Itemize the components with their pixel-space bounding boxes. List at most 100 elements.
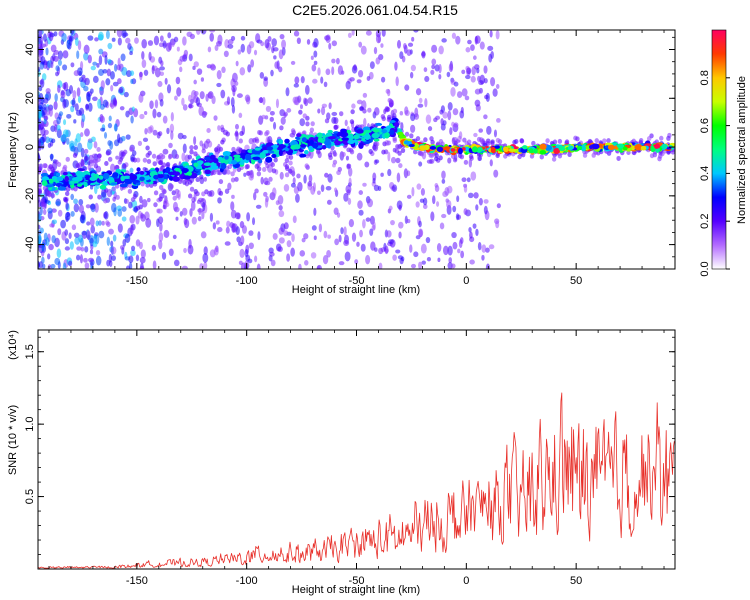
noise-blob xyxy=(447,110,452,121)
noise-blob xyxy=(62,262,67,269)
noise-blob xyxy=(331,116,337,124)
noise-blob xyxy=(51,208,57,213)
noise-blob xyxy=(177,132,184,140)
ridge-blob xyxy=(278,144,286,149)
noise-blob xyxy=(53,31,58,37)
halo-blob xyxy=(490,139,495,145)
ridge-blob xyxy=(398,135,407,139)
noise-blob xyxy=(205,93,209,102)
noise-blob xyxy=(446,71,451,78)
halo-blob xyxy=(552,139,558,145)
halo-blob xyxy=(284,158,290,164)
halo-blob xyxy=(165,161,171,167)
ridge-blob xyxy=(558,146,566,152)
ridge-blob xyxy=(373,129,380,133)
noise-blob xyxy=(163,229,170,238)
noise-blob xyxy=(105,30,110,40)
noise-blob xyxy=(337,65,344,76)
noise-blob xyxy=(460,250,465,259)
noise-blob xyxy=(364,161,370,168)
noise-blob xyxy=(138,93,144,103)
noise-blob xyxy=(424,75,430,82)
noise-blob xyxy=(203,246,208,255)
noise-blob xyxy=(45,237,50,247)
noise-blob xyxy=(111,37,116,42)
noise-blob xyxy=(449,127,453,136)
noise-blob xyxy=(50,263,56,269)
noise-blob xyxy=(162,115,168,124)
halo-blob xyxy=(594,138,599,144)
halo-blob xyxy=(158,153,164,159)
colorbar-gradient xyxy=(711,29,727,270)
noise-blob xyxy=(239,248,245,258)
noise-blob xyxy=(418,161,423,167)
noise-blob xyxy=(279,33,285,40)
halo-blob xyxy=(153,202,158,208)
halo-blob xyxy=(256,166,262,172)
halo-blob xyxy=(409,133,414,139)
halo-blob xyxy=(564,139,570,145)
noise-blob xyxy=(270,69,274,77)
noise-blob xyxy=(176,46,180,52)
noise-blob xyxy=(451,32,457,39)
halo-blob xyxy=(265,129,270,135)
halo-blob xyxy=(124,198,129,204)
noise-blob xyxy=(112,81,119,87)
noise-blob xyxy=(103,211,109,220)
noise-blob xyxy=(431,64,436,70)
noise-blob xyxy=(87,257,94,263)
noise-blob xyxy=(110,71,115,80)
ridge-blob xyxy=(265,156,273,163)
noise-blob xyxy=(269,251,275,257)
noise-blob xyxy=(363,117,367,128)
noise-blob xyxy=(95,220,99,227)
noise-blob xyxy=(102,69,108,74)
ridge-blob xyxy=(230,160,238,165)
ridge-blob xyxy=(576,145,583,151)
noise-blob xyxy=(85,204,91,209)
halo-blob xyxy=(93,163,99,169)
noise-blob xyxy=(425,237,431,244)
noise-blob xyxy=(372,172,377,181)
noise-blob xyxy=(224,188,230,194)
noise-blob xyxy=(430,211,435,222)
noise-blob xyxy=(227,39,234,45)
noise-blob xyxy=(269,110,275,116)
ridge-blob xyxy=(108,177,115,182)
noise-blob xyxy=(120,53,126,62)
noise-blob xyxy=(360,243,366,252)
noise-blob xyxy=(348,167,353,177)
halo-blob xyxy=(337,166,343,172)
ridge-blob xyxy=(83,181,88,188)
ridge-blob xyxy=(327,136,336,140)
noise-blob xyxy=(317,67,321,76)
noise-blob xyxy=(304,260,309,266)
noise-blob xyxy=(117,37,122,46)
chart-title: C2E5.2026.061.04.54.R15 xyxy=(292,2,458,18)
halo-blob xyxy=(296,173,301,179)
noise-blob xyxy=(395,249,401,254)
ridge-blob xyxy=(48,178,54,184)
noise-blob xyxy=(285,87,290,97)
noise-blob xyxy=(313,60,318,65)
halo-blob xyxy=(189,186,195,192)
noise-blob xyxy=(153,35,160,46)
noise-blob xyxy=(450,263,456,269)
halo-blob xyxy=(117,159,123,165)
halo-blob xyxy=(392,136,397,142)
noise-blob xyxy=(79,254,83,264)
noise-blob xyxy=(424,98,428,108)
noise-blob xyxy=(106,259,111,267)
halo-blob xyxy=(239,131,244,137)
noise-blob xyxy=(196,30,201,35)
noise-blob xyxy=(415,88,422,96)
noise-blob xyxy=(158,239,163,250)
noise-blob xyxy=(477,242,482,251)
noise-blob xyxy=(54,257,61,266)
noise-blob xyxy=(83,257,88,263)
noise-blob xyxy=(301,237,306,243)
noise-blob xyxy=(496,203,501,209)
noise-blob xyxy=(40,78,45,88)
noise-blob xyxy=(447,101,453,111)
noise-blob xyxy=(349,77,355,82)
